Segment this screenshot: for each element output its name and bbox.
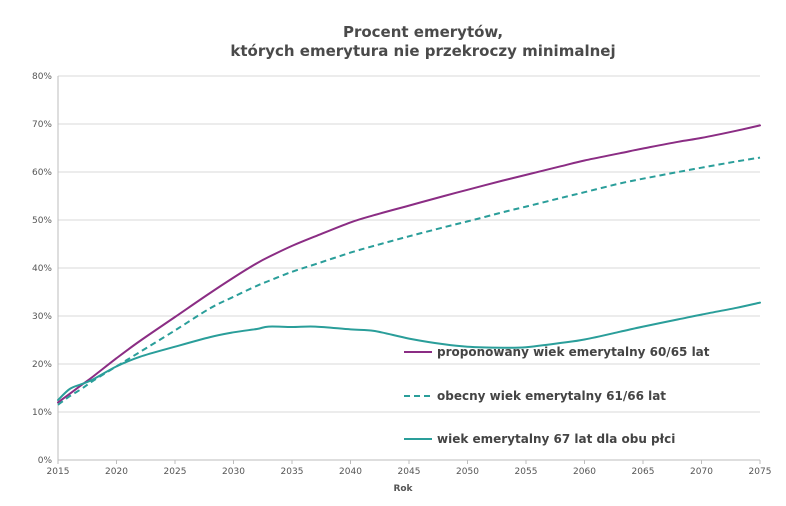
x-tick-label: 2025 <box>164 467 187 477</box>
series-line <box>57 124 761 404</box>
x-tick-label: 2020 <box>105 467 128 477</box>
y-tick-label: 20% <box>32 360 52 370</box>
x-tick-label: 2035 <box>281 467 304 477</box>
x-tick-label: 2030 <box>222 467 245 477</box>
legend: proponowany wiek emerytalny 60/65 lat obe… <box>404 345 710 446</box>
series-line <box>57 156 761 406</box>
legend-label: wiek emerytalny 67 lat dla obu płci <box>437 432 675 446</box>
y-tick-label: 0% <box>38 456 53 466</box>
x-tick-label: 2060 <box>573 467 596 477</box>
chart-title-line-1: Procent emerytów, <box>343 23 503 41</box>
gridlines <box>58 75 760 413</box>
x-tick-label: 2015 <box>47 467 70 477</box>
series-lines <box>57 124 761 406</box>
y-tick-label: 30% <box>32 312 52 322</box>
axes <box>57 76 761 464</box>
x-tick-labels: 2015 2020 2025 2030 2035 2040 2045 2050 2055 2060… <box>47 467 772 477</box>
y-tick-label: 40% <box>32 264 52 274</box>
y-tick-labels: 0% 10% 20% 30% 40% 50% 60% 70% 80% <box>32 72 52 466</box>
y-tick-label: 70% <box>32 120 52 130</box>
y-tick-label: 10% <box>32 408 52 418</box>
x-tick-label: 2040 <box>339 467 362 477</box>
x-tick-label: 2050 <box>456 467 479 477</box>
legend-label: obecny wiek emerytalny 61/66 lat <box>437 389 666 403</box>
series-line <box>57 301 761 401</box>
x-tick-label: 2075 <box>749 467 772 477</box>
x-tick-label: 2045 <box>398 467 421 477</box>
chart-title-line-2: których emerytura nie przekroczy minimal… <box>230 42 615 60</box>
legend-label: proponowany wiek emerytalny 60/65 lat <box>437 345 710 359</box>
x-tick-label: 2055 <box>515 467 538 477</box>
x-tick-label: 2070 <box>690 467 713 477</box>
y-tick-label: 80% <box>32 72 52 82</box>
y-tick-label: 60% <box>32 168 52 178</box>
y-tick-label: 50% <box>32 216 52 226</box>
x-axis-label: Rok <box>393 484 413 494</box>
x-tick-label: 2065 <box>632 467 655 477</box>
